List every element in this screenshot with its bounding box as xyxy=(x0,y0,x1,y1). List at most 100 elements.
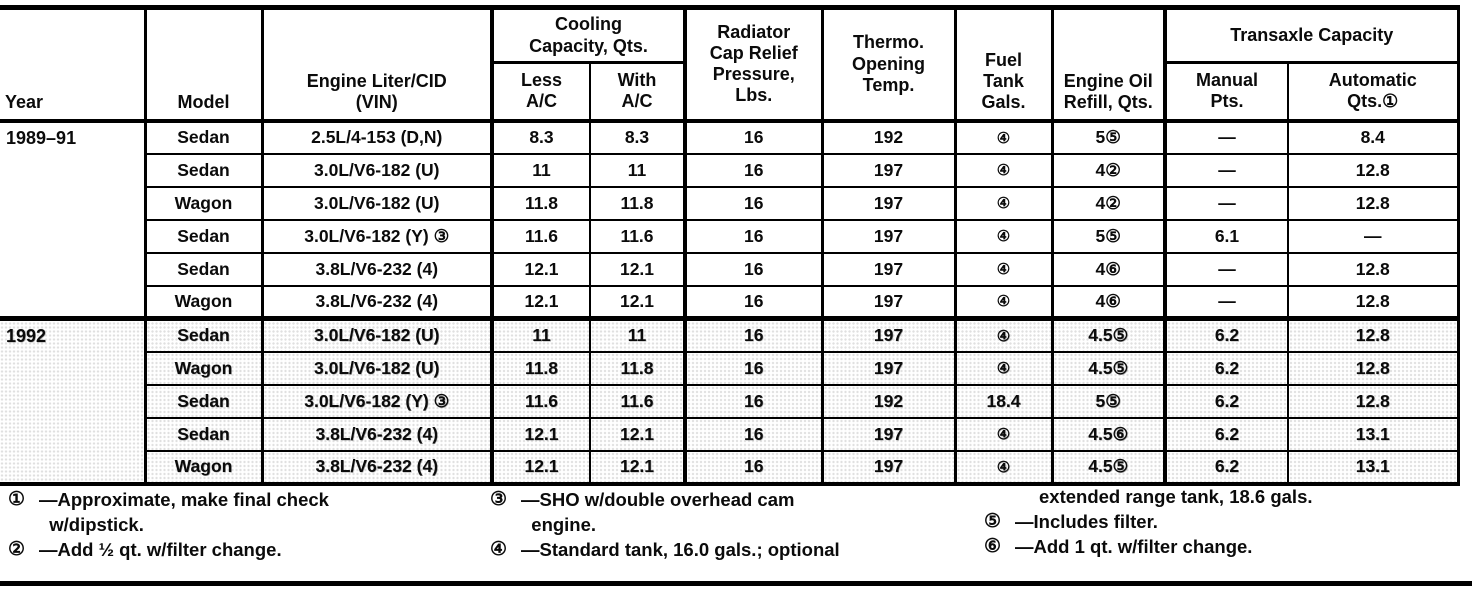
cooling-less-cell: 11 xyxy=(490,152,590,187)
footnote: ⑥ —Add 1 qt. w/filter change. xyxy=(984,534,1470,559)
footnote-text: extended range tank, 18.6 gals. xyxy=(1039,486,1313,507)
footnotes-column-2: ③ —SHO w/double overhead cam engine. ④ —… xyxy=(490,487,980,562)
pressure-cell: 16 xyxy=(683,218,822,253)
footnote-marker: ③ xyxy=(490,489,508,510)
engine-cell: 3.8L/V6-232 (4) xyxy=(260,284,492,319)
footnote-text: —Add 1 qt. w/filter change. xyxy=(1015,536,1253,557)
col-header-year: Year xyxy=(0,5,145,123)
cooling-less-cell: 12.1 xyxy=(490,251,590,286)
automatic-cell: 12.8 xyxy=(1287,251,1460,286)
spec-row: 1989–91 Sedan 2.5L/4-153 (D,N) 8.3 8.3 1… xyxy=(0,119,1460,319)
cooling-with-cell: 12.1 xyxy=(589,251,685,286)
pressure-cell: 16 xyxy=(683,316,822,352)
footnote: ⑤ —Includes filter. xyxy=(984,509,1470,534)
table-body: 1989–91 Sedan 2.5L/4-153 (D,N) 8.3 8.3 1… xyxy=(0,119,1460,486)
model-cell: Wagon xyxy=(143,284,262,319)
model-cell: Wagon xyxy=(143,449,262,486)
model-cell: Sedan xyxy=(143,119,262,154)
oil-cell: 5⑤ xyxy=(1050,383,1165,418)
automatic-cell: 12.8 xyxy=(1287,185,1460,220)
col-header-automatic: Automatic Qts.① xyxy=(1287,62,1460,123)
model-cell: Sedan xyxy=(143,152,262,187)
cooling-less-cell: 12.1 xyxy=(490,284,590,319)
thermo-cell: 197 xyxy=(820,284,955,319)
oil-cell: 5⑤ xyxy=(1050,218,1165,253)
footnote-marker: ④ xyxy=(490,539,508,560)
manual-cell: — xyxy=(1163,152,1288,187)
cooling-less-cell: 11.6 xyxy=(490,218,590,253)
oil-cell: 4② xyxy=(1050,185,1165,220)
model-cell: Sedan xyxy=(143,316,262,352)
footnote-text: —Approximate, make final check w/dipstic… xyxy=(39,489,329,535)
fuel-cell: ④ xyxy=(953,350,1052,385)
manual-cell: — xyxy=(1163,284,1288,319)
model-cell: Sedan xyxy=(143,416,262,451)
cooling-with-cell: 8.3 xyxy=(589,119,685,154)
thermo-cell: 197 xyxy=(820,218,955,253)
cooling-with-cell: 11.6 xyxy=(589,383,685,418)
col-header-fuel: Fuel Tank Gals. xyxy=(953,5,1052,123)
manual-cell: 6.1 xyxy=(1163,218,1288,253)
automatic-cell: 12.8 xyxy=(1287,152,1460,187)
oil-cell: 4.5⑤ xyxy=(1050,350,1165,385)
fuel-cell: ④ xyxy=(953,251,1052,286)
engine-cell: 2.5L/4-153 (D,N) xyxy=(260,119,492,154)
manual-cell: — xyxy=(1163,185,1288,220)
cooling-with-cell: 12.1 xyxy=(589,449,685,486)
automatic-cell: 8.4 xyxy=(1287,119,1460,154)
engine-cell: 3.0L/V6-182 (Y) ③ xyxy=(260,218,492,253)
col-header-thermo: Thermo. Opening Temp. xyxy=(820,5,955,123)
manual-cell: — xyxy=(1163,251,1288,286)
cooling-with-cell: 11 xyxy=(589,152,685,187)
col-header-radiator: Radiator Cap Relief Pressure, Lbs. xyxy=(683,5,822,123)
cooling-less-cell: 11.8 xyxy=(490,185,590,220)
engine-cell: 3.8L/V6-232 (4) xyxy=(260,416,492,451)
engine-cell: 3.0L/V6-182 (U) xyxy=(260,350,492,385)
spec-row: Sedan 3.8L/V6-232 (4) 12.1 12.1 16 197 ④… xyxy=(0,251,1460,286)
automatic-cell: 12.8 xyxy=(1287,284,1460,319)
footnote-text: —Add ½ qt. w/filter change. xyxy=(39,539,282,560)
engine-cell: 3.0L/V6-182 (Y) ③ xyxy=(260,383,492,418)
footnote-marker: ① xyxy=(8,489,26,510)
engine-cell: 3.0L/V6-182 (U) xyxy=(260,316,492,352)
fuel-cell: ④ xyxy=(953,416,1052,451)
year-cell: 1989–91 xyxy=(0,119,145,319)
footnote-text: —Standard tank, 16.0 gals.; optional xyxy=(521,539,840,560)
engine-cell: 3.8L/V6-232 (4) xyxy=(260,251,492,286)
fuel-cell: 18.4 xyxy=(953,383,1052,418)
col-header-with-ac: With A/C xyxy=(589,62,685,123)
fuel-cell: ④ xyxy=(953,316,1052,352)
manual-cell: 6.2 xyxy=(1163,350,1288,385)
automatic-cell: — xyxy=(1287,218,1460,253)
cooling-less-cell: 12.1 xyxy=(490,416,590,451)
cooling-less-cell: 11.8 xyxy=(490,350,590,385)
cooling-with-cell: 11 xyxy=(589,316,685,352)
automatic-cell: 13.1 xyxy=(1287,416,1460,451)
thermo-cell: 197 xyxy=(820,350,955,385)
model-cell: Sedan xyxy=(143,383,262,418)
col-header-less-ac: Less A/C xyxy=(490,62,590,123)
automatic-cell: 12.8 xyxy=(1287,316,1460,352)
cooling-less-cell: 8.3 xyxy=(490,119,590,154)
col-header-cooling-group: Cooling Capacity, Qts. xyxy=(490,5,685,64)
spec-row: Wagon 3.0L/V6-182 (U) 11.8 11.8 16 197 ④… xyxy=(0,350,1460,385)
thermo-cell: 192 xyxy=(820,383,955,418)
pressure-cell: 16 xyxy=(683,185,822,220)
col-header-oil: Engine Oil Refill, Qts. xyxy=(1050,5,1165,123)
manual-cell: 6.2 xyxy=(1163,316,1288,352)
col-header-transaxle-group: Transaxle Capacity xyxy=(1163,5,1460,64)
manual-cell: 6.2 xyxy=(1163,383,1288,418)
automatic-cell: 12.8 xyxy=(1287,383,1460,418)
thermo-cell: 197 xyxy=(820,449,955,486)
manual-cell: — xyxy=(1163,119,1288,154)
table-header: Year Model Engine Liter/CID (VIN) Coolin… xyxy=(0,5,1460,123)
footnote-marker: ② xyxy=(8,539,26,560)
fuel-cell: ④ xyxy=(953,119,1052,154)
manual-cell: 6.2 xyxy=(1163,416,1288,451)
cooling-with-cell: 12.1 xyxy=(589,416,685,451)
automatic-cell: 13.1 xyxy=(1287,449,1460,486)
fuel-cell: ④ xyxy=(953,152,1052,187)
footnote: ① —Approximate, make final check w/dipst… xyxy=(8,487,478,537)
col-header-engine: Engine Liter/CID (VIN) xyxy=(260,5,492,123)
spec-row: Wagon 3.8L/V6-232 (4) 12.1 12.1 16 197 ④… xyxy=(0,284,1460,319)
